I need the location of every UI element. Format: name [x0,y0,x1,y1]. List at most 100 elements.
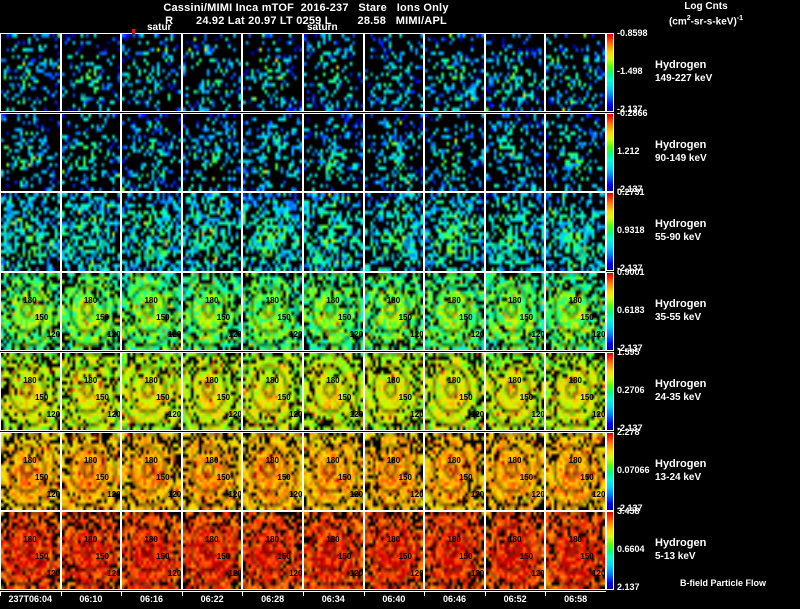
skymap-panel[interactable] [0,192,61,272]
skymap-panel[interactable]: 180 150 120 [242,272,303,352]
skymap-canvas [1,352,60,430]
skymap-canvas [122,512,181,590]
skymap-panel[interactable] [545,192,606,272]
skymap-panel[interactable] [424,33,485,113]
skymap-panel[interactable]: 180 150 120 [363,511,425,591]
skymap-panel[interactable]: 180 150 120 [121,431,182,511]
skymap-panel[interactable] [484,33,546,113]
skymap-panel[interactable]: 180 150 120 [363,272,425,352]
skymap-panel[interactable] [303,112,364,192]
skymap-panel[interactable] [545,33,606,113]
colorbar [606,192,614,272]
species-energy-label: Hydrogen 149-227 keV [655,59,712,85]
colorbar-gradient [607,193,613,271]
colorbar-max-label: -0.8598 [617,28,648,38]
skymap-panel[interactable] [181,33,243,113]
skymap-panel[interactable]: 180 150 120 [60,431,122,511]
skymap-panel[interactable] [60,33,122,113]
skymap-panel[interactable]: 180 150 120 [545,272,606,352]
skymap-panel[interactable] [363,112,425,192]
time-axis-tick [484,592,486,596]
skymap-panel[interactable]: 180 150 120 [363,431,425,511]
colorbar-min-label: -2.137 [617,502,643,513]
skymap-panel[interactable] [60,112,122,192]
skymap-panel[interactable]: 180 150 120 [121,511,182,591]
legend-unit-pre: (cm [668,16,687,28]
skymap-panel[interactable]: 180 150 120 [424,351,485,431]
skymap-panel[interactable]: 180 150 120 [303,351,364,431]
time-axis-label: 06:22 [200,594,224,604]
skymap-panel[interactable]: 180 150 120 [242,511,303,591]
skymap-panel[interactable]: 180 150 120 [303,431,364,511]
skymap-panel[interactable] [60,192,122,272]
skymap-panel[interactable] [424,112,485,192]
skymap-panel[interactable] [121,192,182,272]
skymap-panel[interactable]: 180 150 120 [424,272,485,352]
legend-unit-post: -sr-s-keV) [690,16,737,28]
skymap-panel[interactable]: 180 150 120 [545,431,606,511]
heatmap-row: 180 150 120 180 150 120 180 150 120 180 150 120 180 1… [0,272,606,352]
skymap-panel[interactable] [484,192,546,272]
skymap-panel[interactable]: 180 150 120 [484,511,546,591]
skymap-panel[interactable]: 180 150 120 [121,351,182,431]
skymap-panel[interactable]: 180 150 120 [0,431,61,511]
skymap-panel[interactable] [121,112,182,192]
skymap-panel[interactable]: 180 150 120 [424,431,485,511]
skymap-panel[interactable]: 180 150 120 [0,351,61,431]
skymap-panel[interactable]: 180 150 120 [60,351,122,431]
skymap-panel[interactable]: 180 150 120 [121,272,182,352]
skymap-panel[interactable] [363,33,425,113]
species-energy-label: Hydrogen 90-149 keV [655,139,707,165]
skymap-panel[interactable] [242,33,303,113]
skymap-panel[interactable] [363,192,425,272]
skymap-panel[interactable]: 180 150 120 [242,431,303,511]
skymap-panel[interactable]: 180 150 120 [60,511,122,591]
skymap-panel[interactable]: 180 150 120 [424,511,485,591]
time-axis-tick [0,592,1,596]
skymap-canvas [364,193,424,271]
skymap-panel[interactable] [242,112,303,192]
skymap-panel[interactable] [121,33,182,113]
skymap-panel[interactable] [0,33,61,113]
skymap-panel[interactable]: 180 150 120 [303,511,364,591]
skymap-canvas [485,273,545,351]
species-name: Hydrogen [655,138,707,151]
skymap-panel[interactable]: 180 150 120 [484,431,546,511]
skymap-panel[interactable]: 180 150 120 [0,511,61,591]
skymap-panel[interactable]: 180 150 120 [545,351,606,431]
colorbar-min-label: -2.137 [617,263,643,274]
skymap-panel[interactable] [484,112,546,192]
skymap-panel[interactable]: 180 150 120 [303,272,364,352]
colorbar-max-label: 3.458 [617,506,640,517]
skymap-panel[interactable] [0,112,61,192]
skymap-canvas [304,113,363,191]
skymap-canvas [1,193,60,271]
skymap-panel[interactable]: 180 150 120 [60,272,122,352]
skymap-canvas [304,273,363,351]
skymap-panel[interactable]: 180 150 120 [181,351,243,431]
skymap-canvas [304,193,363,271]
skymap-panel[interactable]: 180 150 120 [242,351,303,431]
skymap-panel[interactable]: 180 150 120 [181,431,243,511]
colorbar [606,511,614,591]
skymap-panel[interactable]: 180 150 120 [363,351,425,431]
skymap-panel[interactable] [303,192,364,272]
energy-range: 90-149 keV [655,152,707,164]
skymap-panel[interactable]: 180 150 120 [484,351,546,431]
skymap-panel[interactable] [424,192,485,272]
skymap-panel[interactable] [242,192,303,272]
skymap-panel[interactable]: 180 150 120 [181,272,243,352]
skymap-panel[interactable] [303,33,364,113]
skymap-canvas [364,512,424,590]
skymap-panel[interactable]: 180 150 120 [484,272,546,352]
skymap-panel[interactable]: 180 150 120 [181,511,243,591]
energy-range: 24-35 keV [655,391,702,403]
skymap-panel[interactable] [545,112,606,192]
colorbar [606,351,614,431]
species-name: Hydrogen [655,298,707,311]
skymap-panel[interactable] [181,192,243,272]
skymap-panel[interactable]: 180 150 120 [545,511,606,591]
skymap-panel[interactable] [181,112,243,192]
colorbar-min-label: -2.137 [617,104,643,114]
skymap-panel[interactable]: 180 150 120 [0,272,61,352]
